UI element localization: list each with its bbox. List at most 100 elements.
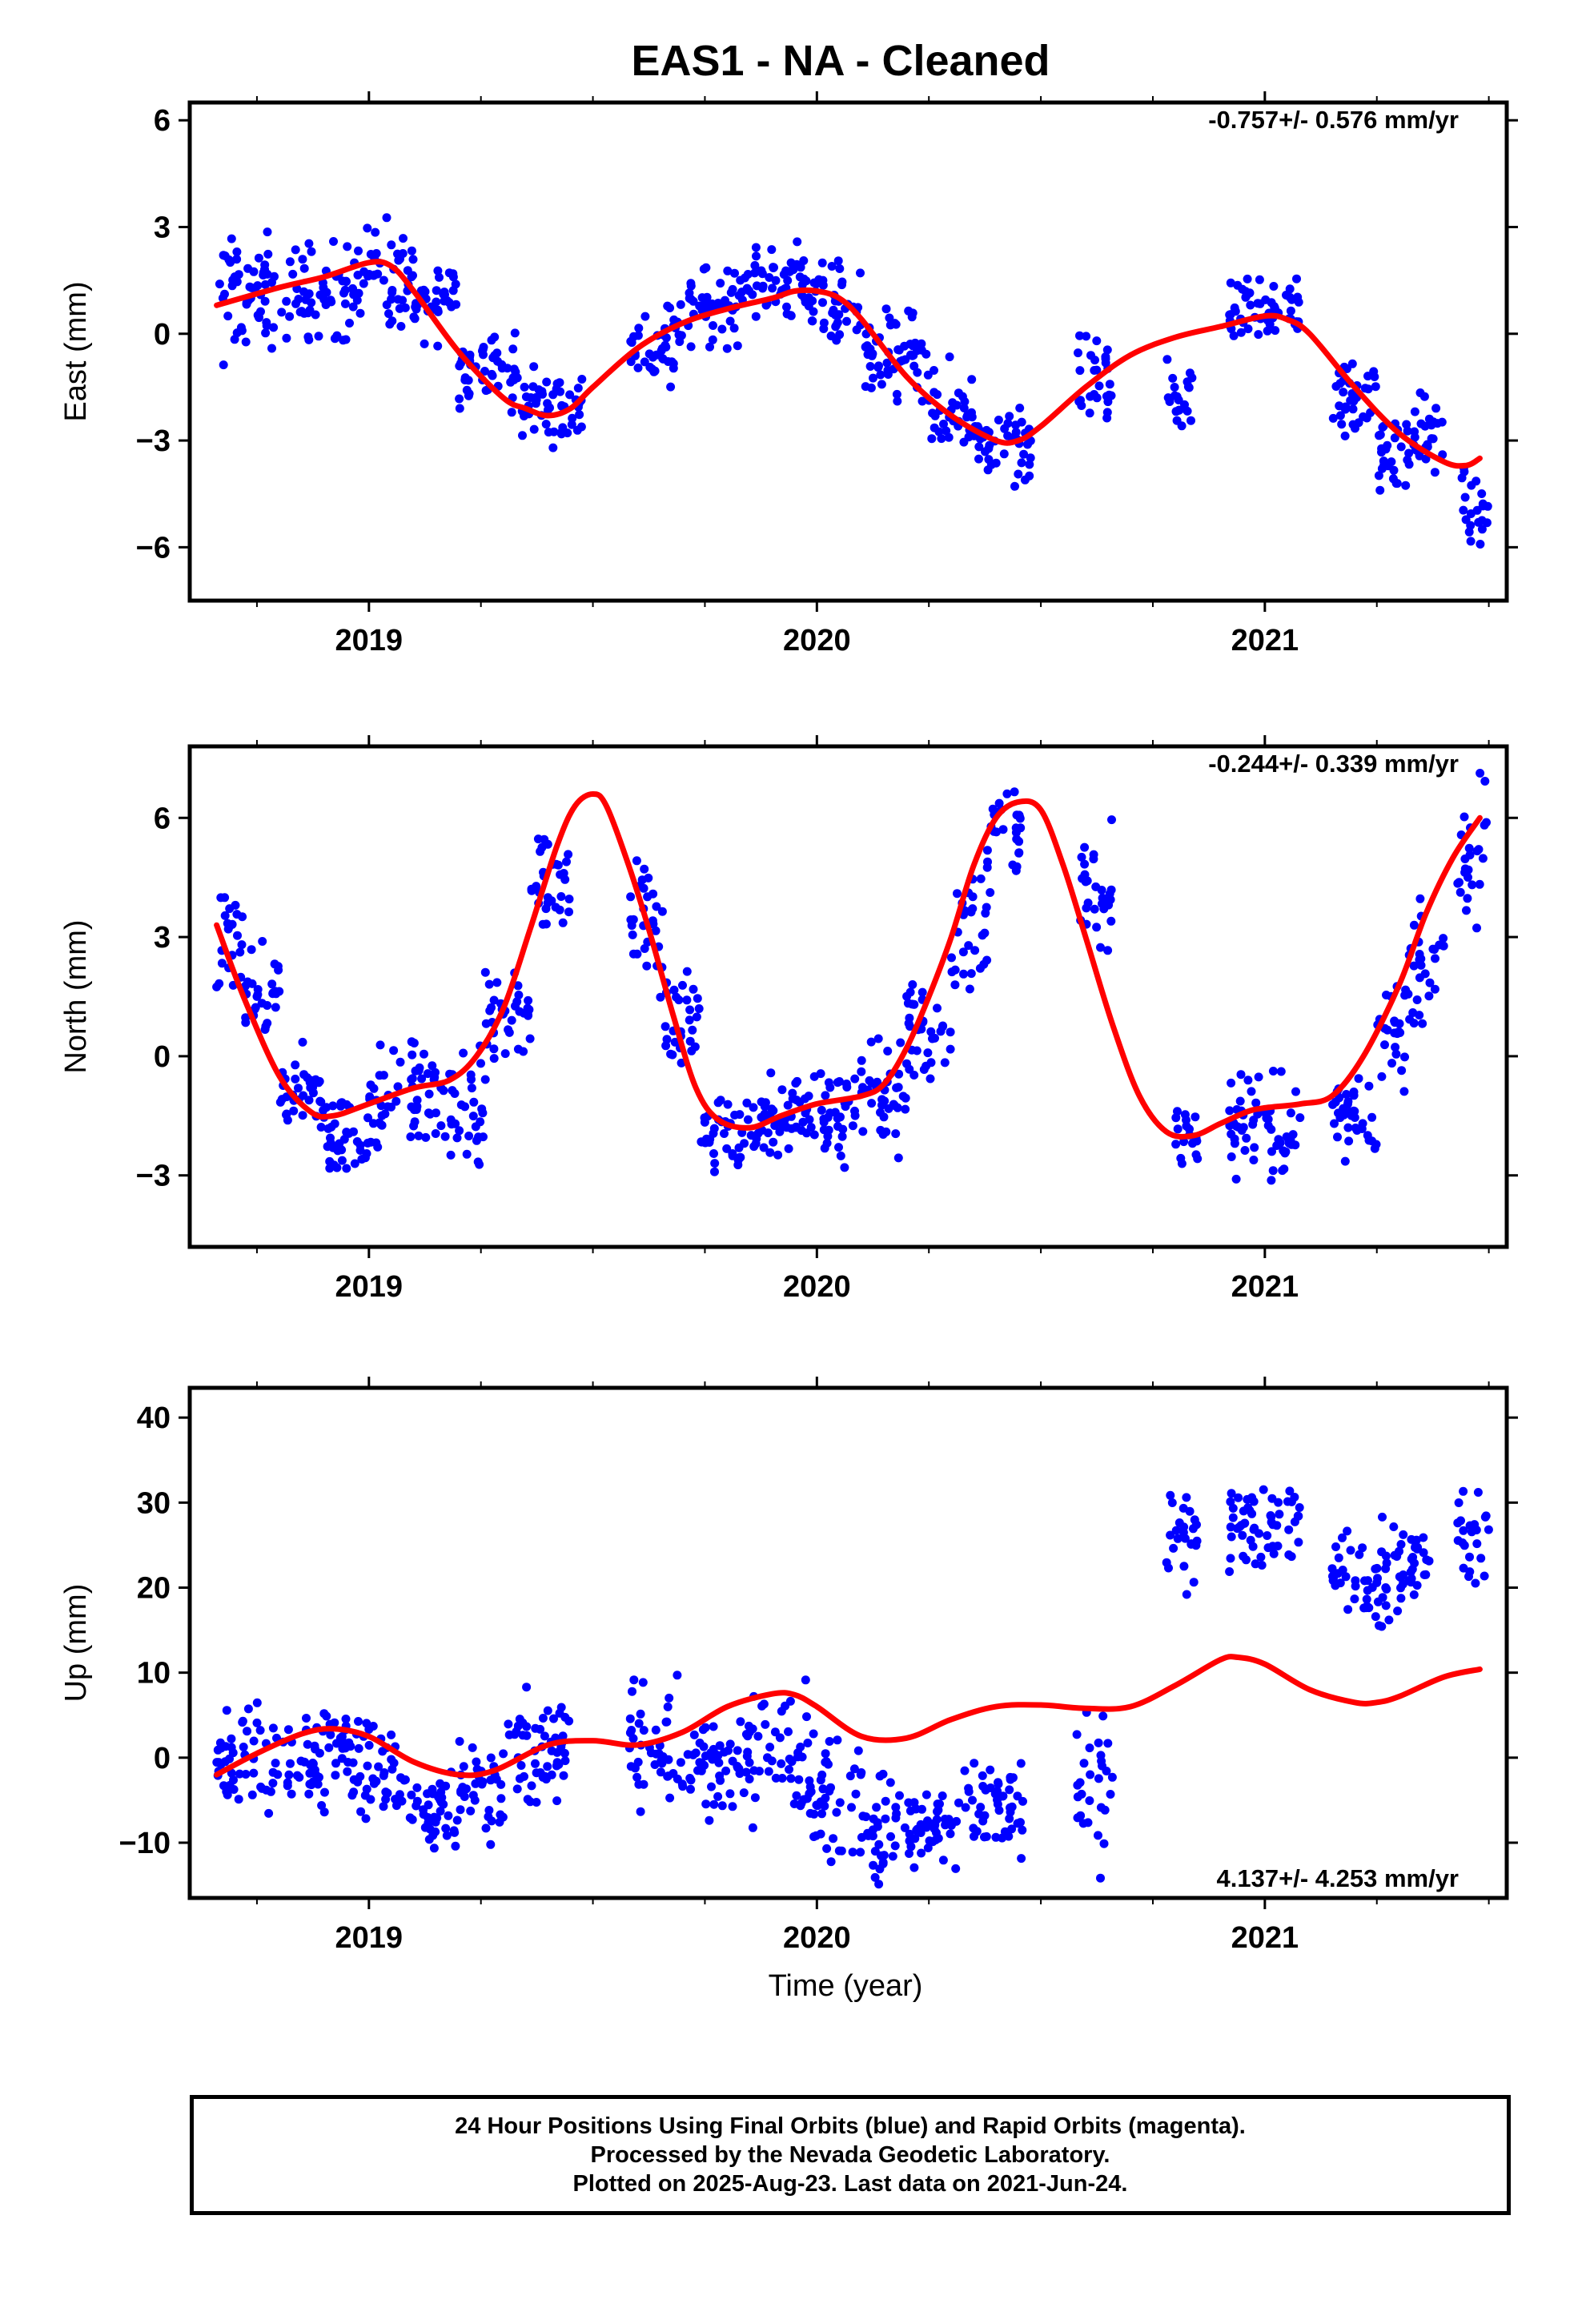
up-data-point xyxy=(481,1823,491,1833)
east-panel: −6 −3 0 3 6 2019 2020 2021 East (mm) -0.757+/- 0.… xyxy=(59,91,1518,657)
north-data-point xyxy=(469,1097,479,1107)
north-data-point xyxy=(466,1070,476,1080)
up-data-point xyxy=(1328,1571,1337,1581)
north-data-point xyxy=(1464,843,1474,853)
up-data-point xyxy=(1006,1803,1014,1812)
east-data-point xyxy=(1074,348,1082,358)
up-data-point xyxy=(1371,1564,1380,1574)
east-data-point xyxy=(1075,331,1084,340)
north-x-tick-label: 2021 xyxy=(1231,1270,1299,1304)
east-data-point xyxy=(1401,480,1411,490)
north-data-point xyxy=(1391,1049,1401,1059)
east-data-point xyxy=(736,275,745,285)
up-data-point xyxy=(628,1734,638,1743)
east-data-point xyxy=(757,266,766,275)
north-data-point xyxy=(507,1015,516,1025)
up-data-point xyxy=(451,1841,460,1851)
up-data-point xyxy=(1355,1550,1364,1559)
east-data-point xyxy=(1339,388,1348,397)
east-data-point xyxy=(1286,306,1295,316)
east-data-point xyxy=(750,268,760,278)
north-data-point xyxy=(777,1085,787,1095)
north-data-point xyxy=(798,1117,808,1127)
up-data-point xyxy=(725,1789,735,1799)
up-data-point xyxy=(304,1789,314,1799)
north-data-point xyxy=(958,947,968,957)
up-data-point xyxy=(743,1747,753,1757)
up-data-point xyxy=(303,1739,312,1749)
north-data-point xyxy=(651,926,661,935)
north-data-point xyxy=(858,1127,868,1136)
east-data-point xyxy=(665,304,675,312)
up-data-point xyxy=(864,1831,873,1840)
up-data-point xyxy=(405,1813,415,1823)
north-data-point xyxy=(366,1137,375,1147)
east-data-point xyxy=(742,283,752,293)
east-data-point xyxy=(432,297,441,307)
up-data-point xyxy=(1384,1615,1394,1625)
north-data-point xyxy=(688,1025,697,1035)
north-data-point xyxy=(1424,991,1434,1001)
up-data-point xyxy=(777,1759,786,1768)
up-plot-frame xyxy=(187,1385,1509,1900)
north-data-point xyxy=(1474,845,1484,854)
north-data-point xyxy=(271,1003,280,1012)
east-data-point xyxy=(557,400,567,410)
east-data-point xyxy=(1265,320,1275,329)
up-rate-label: 4.137+/- 4.253 mm/yr xyxy=(1217,1864,1459,1892)
up-data-point xyxy=(219,1781,228,1791)
east-data-point xyxy=(497,360,507,369)
east-data-point xyxy=(1106,391,1116,400)
north-data-point xyxy=(407,1037,416,1047)
up-data-point xyxy=(892,1809,901,1819)
north-data-point xyxy=(1263,1115,1273,1124)
north-data-point xyxy=(383,1102,392,1112)
north-data-point xyxy=(1328,1100,1338,1109)
east-data-point xyxy=(645,363,655,372)
east-data-point xyxy=(877,380,886,389)
up-data-point xyxy=(300,1757,309,1767)
east-data-point xyxy=(277,308,287,317)
east-data-point xyxy=(1403,455,1412,464)
east-data-point xyxy=(723,266,733,275)
up-data-point xyxy=(1396,1594,1406,1603)
north-data-point xyxy=(235,947,245,957)
north-data-point xyxy=(1236,1070,1246,1080)
up-data-point xyxy=(547,1746,556,1755)
north-data-point xyxy=(424,1089,434,1099)
up-data-point xyxy=(1164,1563,1173,1573)
north-data-point xyxy=(979,959,989,969)
up-data-point xyxy=(1085,1796,1094,1805)
up-y-tick-label: 10 xyxy=(137,1657,171,1691)
up-data-point xyxy=(784,1727,793,1736)
up-data-point xyxy=(1186,1539,1196,1549)
north-data-point xyxy=(380,1109,390,1119)
north-data-point xyxy=(841,1080,851,1088)
north-data-point xyxy=(639,883,648,893)
east-data-point xyxy=(1375,485,1385,495)
north-x-tick-label: 2019 xyxy=(335,1270,404,1304)
up-data-point xyxy=(424,1800,433,1810)
east-data-point xyxy=(750,261,760,270)
up-data-point xyxy=(954,1798,963,1807)
north-data-point xyxy=(396,1057,405,1067)
east-data-point xyxy=(786,258,796,267)
east-data-point xyxy=(1269,282,1279,291)
east-data-point xyxy=(232,247,242,256)
up-data-point xyxy=(1073,1813,1082,1823)
north-data-point xyxy=(355,1146,365,1155)
east-data-point xyxy=(408,271,417,280)
north-data-point xyxy=(519,1008,528,1018)
east-data-point xyxy=(686,295,696,304)
east-data-point xyxy=(885,313,894,323)
north-data-point xyxy=(323,1142,332,1152)
up-data-point xyxy=(1097,1756,1106,1766)
east-data-point xyxy=(1226,278,1235,287)
north-data-point xyxy=(817,1105,826,1115)
north-data-point xyxy=(670,1037,680,1047)
up-data-point xyxy=(228,1748,238,1758)
north-data-point xyxy=(880,1096,889,1106)
up-data-point xyxy=(255,1726,265,1735)
up-data-point xyxy=(356,1807,366,1816)
up-data-point xyxy=(543,1762,552,1771)
